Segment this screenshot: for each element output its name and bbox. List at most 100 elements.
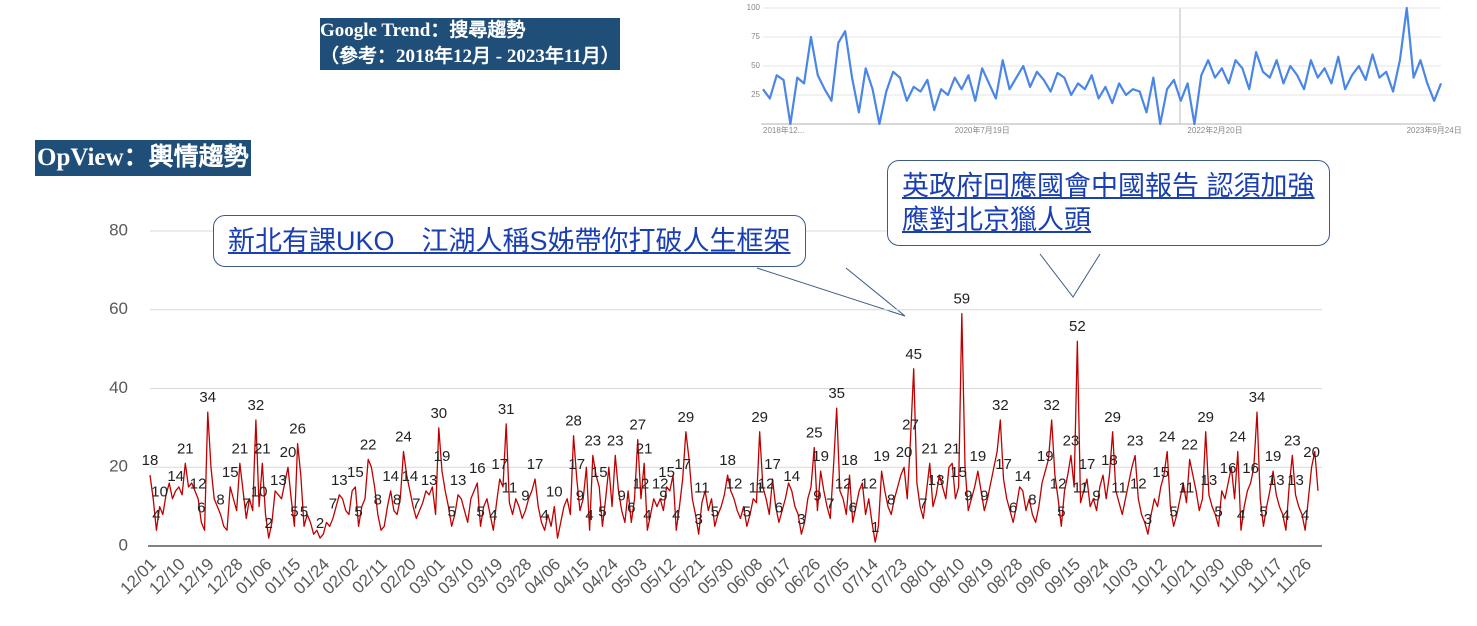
data-label: 10 [546, 484, 563, 501]
data-label: 7 [329, 495, 337, 512]
data-label: 7 [826, 495, 834, 512]
data-label: 13 [331, 472, 348, 489]
annotation-line: 應對北京獵人頭 [902, 205, 1091, 235]
data-label: 5 [711, 503, 719, 520]
data-label: 9 [980, 488, 988, 505]
data-label: 23 [607, 432, 624, 449]
data-label: 16 [469, 460, 486, 477]
data-label: 15 [222, 464, 239, 481]
data-label: 3 [695, 511, 703, 528]
data-label: 4 [585, 507, 593, 524]
data-label: 10 [151, 484, 168, 501]
data-label: 12 [860, 476, 877, 493]
callout-pointer [1039, 253, 1101, 298]
data-label: 5 [743, 503, 751, 520]
trend-title: Google Trend：搜尋趨勢 [320, 20, 526, 41]
data-label: 27 [902, 417, 919, 434]
data-label: 14 [382, 468, 399, 485]
data-label: 29 [678, 409, 695, 426]
data-label: 5 [1214, 503, 1222, 520]
x-tick-label: 2020年7月19日 [955, 125, 1010, 135]
data-label: 4 [489, 507, 497, 524]
data-label: 5 [290, 503, 298, 520]
data-label: 17 [491, 456, 508, 473]
data-label: 8 [393, 491, 401, 508]
data-label: 18 [142, 452, 159, 469]
data-label: 17 [674, 456, 691, 473]
y-tick-label: 50 [751, 61, 760, 70]
data-label: 25 [806, 425, 823, 442]
data-label: 31 [498, 401, 515, 418]
data-label: 13 [928, 472, 945, 489]
data-label: 8 [216, 491, 224, 508]
data-label: 11 [1179, 480, 1195, 497]
data-label: 15 [591, 464, 608, 481]
data-label: 12 [726, 476, 743, 493]
annotation: 新北有課UKO 江湖人稱S姊帶你打破人生框架 [213, 215, 806, 267]
data-label: 5 [476, 503, 484, 520]
data-label: 35 [828, 385, 845, 402]
data-label: 14 [783, 468, 800, 485]
data-label: 5 [598, 503, 606, 520]
y-tick-label: 100 [747, 3, 761, 12]
data-label: 19 [873, 448, 890, 465]
data-label: 17 [995, 456, 1012, 473]
data-label: 19 [970, 448, 987, 465]
data-label: 29 [751, 409, 768, 426]
data-label: 11 [1073, 480, 1089, 497]
data-label: 9 [659, 488, 667, 505]
data-label: 15 [1152, 464, 1169, 481]
data-label: 13 [421, 472, 438, 489]
data-label: 12 [633, 476, 650, 493]
data-label: 32 [1043, 397, 1060, 414]
data-label: 13 [270, 472, 287, 489]
data-label: 19 [812, 448, 829, 465]
data-label: 13 [1201, 472, 1218, 489]
data-label: 20 [1303, 444, 1320, 461]
trend-title-box: Google Trend：搜尋趨勢 （參考：2018年12月 - 2023年11… [320, 18, 620, 70]
data-label: 15 [347, 464, 364, 481]
data-label: 14 [1014, 468, 1031, 485]
opview-title: OpView：輿情趨勢 [35, 140, 251, 176]
data-label: 15 [658, 464, 675, 481]
data-label: 4 [1301, 507, 1309, 524]
data-label: 5 [300, 503, 308, 520]
data-label: 17 [1079, 456, 1096, 473]
data-label: 34 [199, 389, 216, 406]
data-label: 2 [316, 515, 324, 532]
data-label: 16 [1242, 460, 1259, 477]
data-label: 6 [197, 499, 205, 516]
data-label: 12 [1130, 476, 1147, 493]
data-label: 22 [1181, 436, 1198, 453]
data-label: 29 [1104, 409, 1121, 426]
data-label: 21 [177, 440, 194, 457]
data-label: 18 [841, 452, 858, 469]
data-label: 1 [871, 519, 879, 536]
data-label: 12 [652, 476, 669, 493]
data-label: 24 [395, 428, 412, 445]
data-label: 52 [1069, 318, 1086, 335]
data-label: 24 [1159, 428, 1176, 445]
data-label: 17 [568, 456, 585, 473]
y-tick-label: 20 [109, 457, 128, 476]
data-label: 9 [576, 488, 584, 505]
data-label: 6 [849, 499, 857, 516]
data-label: 2 [265, 515, 273, 532]
x-tick-label: 2018年12... [763, 125, 804, 135]
y-tick-label: 80 [109, 220, 128, 239]
data-label: 4 [643, 507, 651, 524]
data-label: 12 [1050, 476, 1067, 493]
data-label: 34 [1249, 389, 1266, 406]
data-label: 7 [412, 495, 420, 512]
data-label: 14 [167, 468, 184, 485]
data-label: 13 [1287, 472, 1304, 489]
data-label: 12 [835, 476, 852, 493]
data-label: 17 [764, 456, 781, 473]
y-tick-label: 60 [109, 299, 128, 318]
data-label: 9 [1092, 488, 1100, 505]
data-label: 21 [921, 440, 938, 457]
y-tick-label: 0 [119, 535, 128, 554]
data-label: 12 [190, 476, 207, 493]
data-label: 23 [1284, 432, 1301, 449]
